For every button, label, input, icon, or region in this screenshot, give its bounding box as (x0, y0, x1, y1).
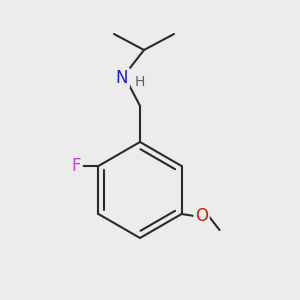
Text: H: H (135, 75, 145, 89)
Text: N: N (116, 69, 128, 87)
Text: F: F (72, 157, 81, 175)
Text: O: O (195, 207, 208, 225)
